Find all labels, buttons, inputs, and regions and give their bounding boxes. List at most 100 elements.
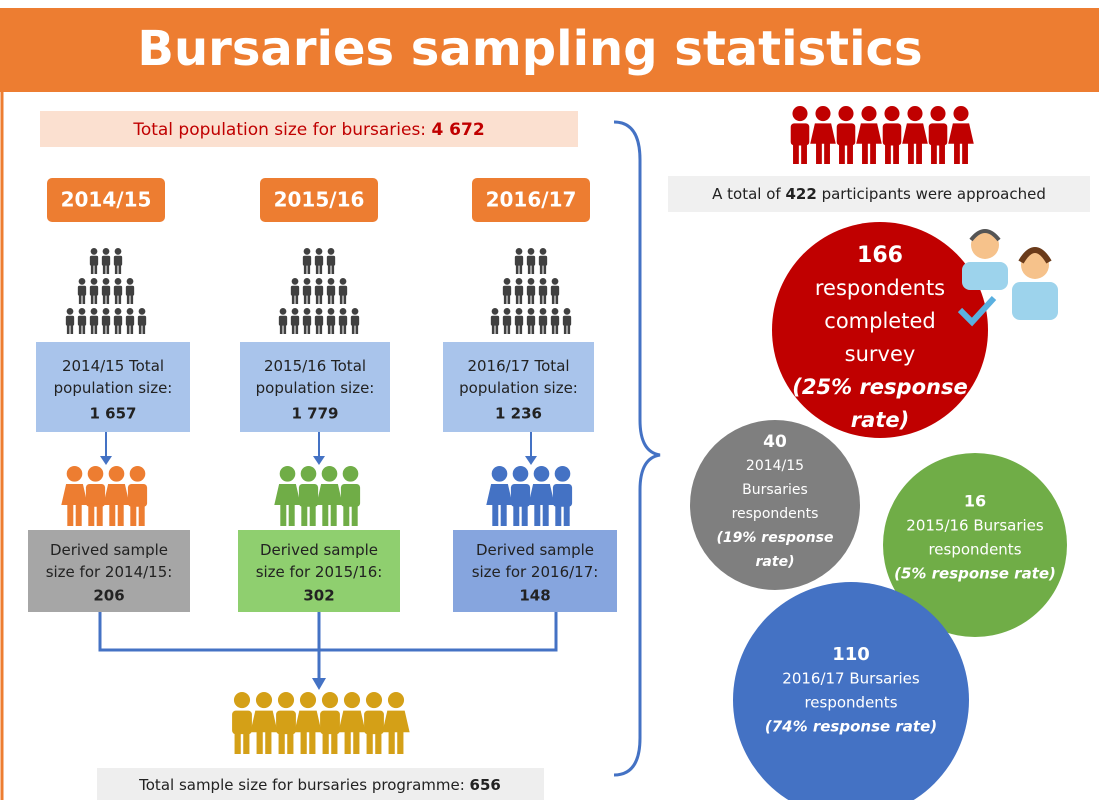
person-head [343, 466, 359, 482]
sample-label-line: Derived sample [260, 541, 378, 559]
person-icon [837, 106, 856, 164]
person-leg [501, 503, 507, 526]
person-leg [801, 142, 807, 164]
person-icon [511, 466, 530, 526]
person-leg [127, 324, 130, 334]
circle-line: respondents [928, 541, 1021, 559]
person-leg [91, 264, 94, 274]
person-leg [504, 324, 507, 334]
person-icon [299, 466, 318, 526]
year-label: 2015/16 [274, 188, 365, 212]
person-leg [289, 503, 295, 526]
person-leg [103, 324, 106, 334]
population-label-line: population size: [54, 379, 173, 397]
circle-line: Bursaries [742, 482, 808, 498]
person-icon [90, 308, 98, 334]
arrow-head [525, 456, 537, 465]
person-head [344, 692, 360, 708]
person-leg [540, 264, 543, 274]
person-leg [119, 324, 122, 334]
person-head [103, 308, 110, 315]
person-leg [345, 730, 351, 754]
person-leg [119, 264, 122, 274]
person-icon [114, 278, 122, 304]
person-head [492, 308, 499, 315]
person-leg [235, 730, 241, 754]
person-leg [310, 503, 316, 526]
circle-value: 110 [832, 644, 870, 665]
person-leg [71, 324, 74, 334]
person-head [256, 692, 272, 708]
total-sample-text: Total sample size for bursaries programm… [138, 776, 501, 794]
person-body [338, 711, 365, 733]
person-leg [389, 730, 395, 754]
arrow-head [313, 456, 325, 465]
person-head [504, 278, 511, 285]
person-head [555, 466, 571, 482]
person-leg [516, 294, 519, 304]
person-leg [375, 730, 381, 754]
person-head [91, 308, 98, 315]
sample-label-line: size for 2016/17: [472, 563, 599, 581]
person-leg [534, 503, 540, 526]
person-body [528, 484, 554, 505]
person-icon [948, 106, 974, 164]
person-head [516, 308, 523, 315]
person-head [115, 278, 122, 285]
person-icon [90, 248, 98, 274]
person-icon [138, 308, 146, 334]
person-leg [301, 730, 307, 754]
person-leg [508, 324, 511, 334]
person-leg [839, 142, 845, 164]
person-head [322, 692, 338, 708]
person-head [792, 106, 807, 121]
person-leg [568, 324, 571, 334]
person-head [534, 466, 550, 482]
person-leg [115, 324, 118, 334]
population-label-line: population size: [459, 379, 578, 397]
person-head [127, 308, 134, 315]
person-leg [316, 324, 319, 334]
person-head [516, 248, 523, 255]
person-leg [257, 730, 263, 754]
person-icon [327, 248, 335, 274]
person-leg [520, 264, 523, 274]
person-head [300, 692, 316, 708]
person-leg [344, 324, 347, 334]
person-body [274, 484, 300, 505]
circle-line: respondents [804, 694, 897, 712]
person-leg [543, 503, 549, 526]
connector-line [100, 612, 556, 650]
brace [614, 122, 660, 775]
person-leg [556, 324, 559, 334]
person-leg [79, 294, 82, 304]
person-head [292, 278, 299, 285]
total-sample-value: 656 [470, 776, 501, 794]
person-leg [908, 142, 914, 164]
person-leg [95, 324, 98, 334]
person-icon [102, 248, 110, 274]
person-icon [339, 278, 347, 304]
person-body [382, 711, 409, 733]
person-head [234, 692, 250, 708]
person-head [552, 278, 559, 285]
person-leg [243, 730, 249, 754]
person-icon [61, 466, 87, 526]
person-leg [508, 294, 511, 304]
person-icon [126, 308, 134, 334]
person-icon [128, 466, 147, 526]
person-leg [316, 294, 319, 304]
person-icon [66, 308, 74, 334]
person-icon [503, 278, 511, 304]
person-icon [102, 278, 110, 304]
person-body [250, 711, 277, 733]
title: Bursaries sampling statistics [137, 21, 922, 77]
person-icon [491, 308, 499, 334]
person-leg [552, 324, 555, 334]
person-icon [303, 278, 311, 304]
person-leg [893, 142, 899, 164]
person-icon [528, 466, 554, 526]
total-sample-label: Total sample size for bursaries programm… [138, 776, 465, 794]
person-body [856, 123, 882, 143]
person-leg [516, 324, 519, 334]
